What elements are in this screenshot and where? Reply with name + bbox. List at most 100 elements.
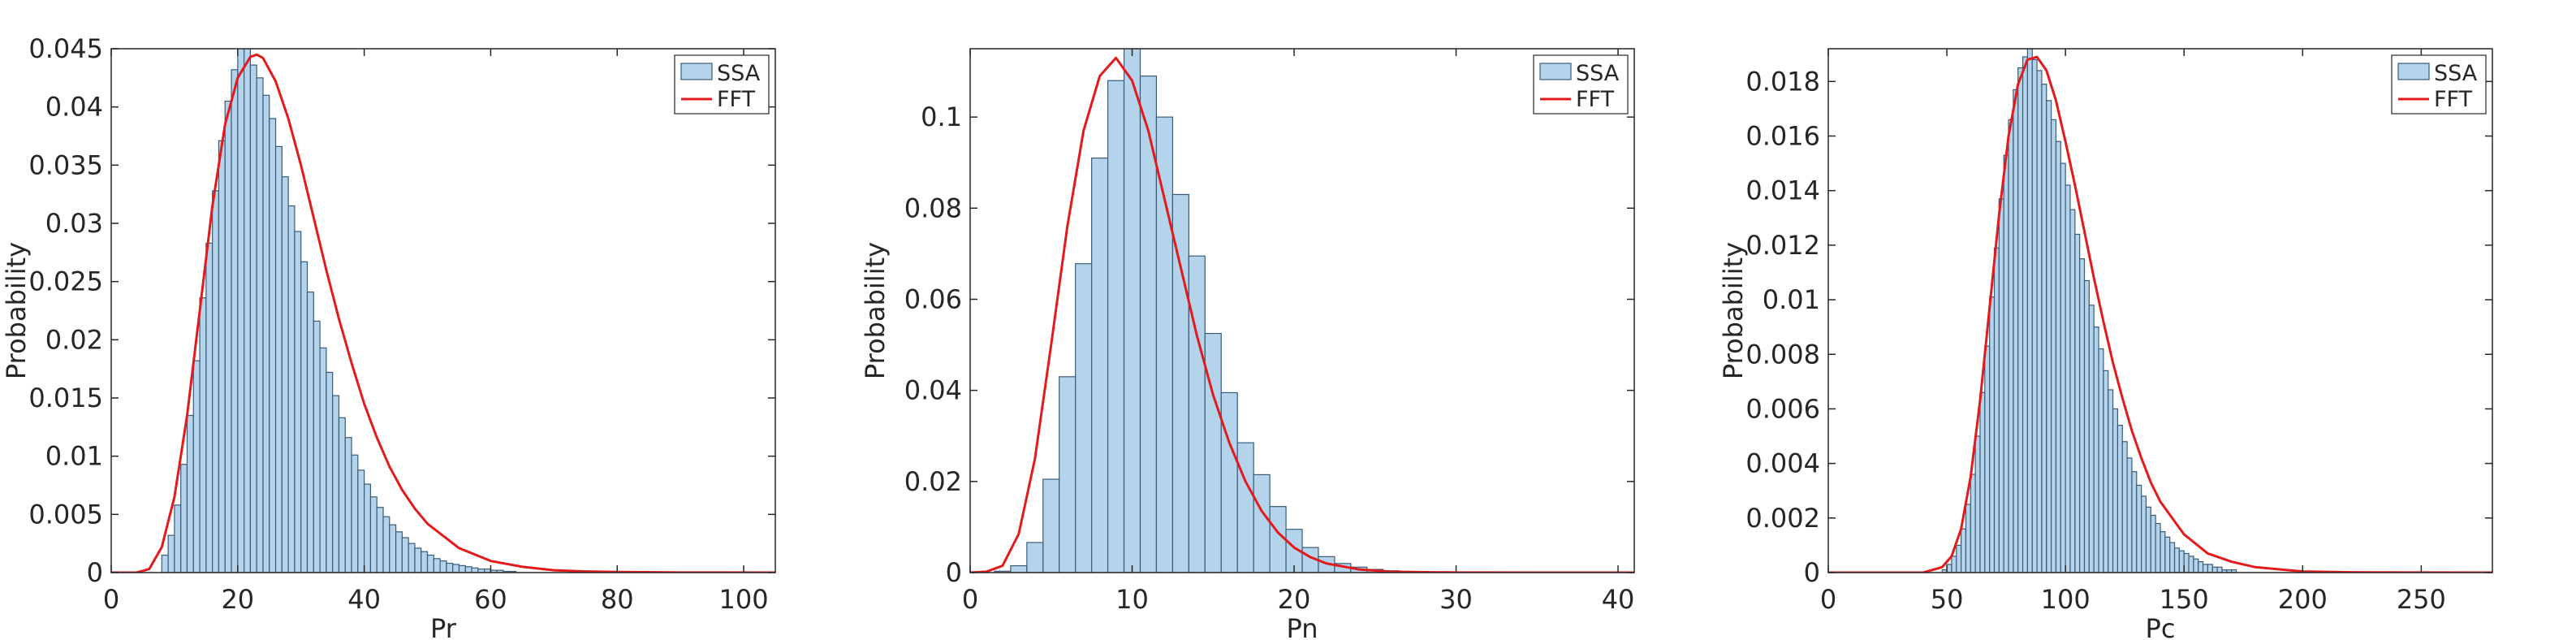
x-tick-label: 10 [1115,584,1149,615]
ssa-bar [1042,478,1060,573]
fft-curve [111,53,775,573]
ssa-bar [1204,332,1222,573]
ssa-bar [2169,542,2176,573]
ssa-bar [1236,442,1254,573]
ssa-bars [994,49,1433,573]
ssa-bar [180,464,188,573]
ssa-bar [2008,119,2014,573]
ssa-bar [439,560,447,573]
ssa-bar [369,496,378,573]
ssa-bar [2108,389,2114,573]
y-tick-label: 0.025 [28,266,103,297]
histogram-panel-pn: 0 10 20 30 40 0 0.02 0.04 0.06 0.08 0.1 Pn Probab… [860,48,1635,640]
axes-box [969,48,1635,573]
legend-label-fft: FFT [2434,87,2473,112]
y-tick-label: 0.01 [45,441,103,472]
ssa-bar [2198,560,2204,573]
y-tick-label: 0.002 [1745,503,1820,534]
ssa-bar [2003,154,2009,573]
ssa-bar [1107,80,1125,573]
ssa-bar [294,231,302,573]
ssa-bar [2193,558,2199,573]
ssa-bar [2231,569,2237,573]
ssa-bar [1026,542,1044,573]
legend: SSA FFT [1533,54,1629,115]
ssa-bar [212,190,220,573]
ssa-bar [2150,514,2156,573]
ssa-bar [2211,566,2218,573]
ssa-bar [1059,376,1077,573]
ssa-bar [2088,305,2095,573]
ssa-bar [1253,474,1271,573]
ssa-bar [2022,56,2028,573]
ssa-bar [167,534,175,573]
ssa-bar [2036,70,2043,573]
legend: SSA FFT [674,54,770,115]
ssa-bar [2031,58,2038,573]
ssa-bar [2069,209,2076,573]
ssa-bar [1956,544,1962,573]
ssa-bar [231,69,239,573]
ssa-bar [199,297,207,573]
y-tick-label: 0.02 [904,466,962,497]
ssa-bar [1993,247,2000,573]
x-tick-label: 60 [474,584,507,615]
ssa-bar [237,49,245,573]
ssa-bar [249,64,257,573]
axes-box [110,48,776,573]
ssa-bar [338,417,346,573]
legend-label-ssa: SSA [2434,61,2478,86]
ssa-bar [2055,141,2061,573]
ssa-bar [2065,184,2071,573]
y-tick-label: 0.1 [921,102,962,132]
y-axis-label: Probability [1,242,32,379]
ssa-bar [1961,528,1967,573]
ssa-bar [256,77,264,573]
x-ticks: 0 20 40 60 80 100 [103,49,769,615]
ssa-bar [2145,506,2151,573]
ssa-bar [319,347,327,573]
ssa-bar [2079,258,2086,573]
ssa-bar [1998,198,2004,573]
x-tick-label: 20 [1278,584,1311,615]
ssa-bar [224,100,232,573]
y-tick-label: 0.08 [904,192,962,223]
x-tick-label: 200 [2278,584,2328,615]
y-tick-label: 0.004 [1745,448,1820,479]
x-tick-label: 80 [601,584,634,615]
ssa-bar [2017,67,2024,573]
histogram-panel-pr: 0 20 40 60 80 100 0 0.005 0.01 0.015 0.02 0.025 0.0… [1,33,776,640]
ssa-bar [1171,193,1189,573]
x-tick-label: 100 [719,584,769,615]
y-tick-label: 0.04 [904,375,962,406]
y-tick-label: 0.015 [28,383,103,413]
ssa-bar [1220,391,1238,573]
ssa-bar [458,564,466,573]
y-tick-label: 0.04 [45,92,103,123]
ssa-bar [389,524,397,573]
ssa-bar [2141,495,2147,573]
ssa-bar [426,554,434,573]
x-tick-label: 0 [1820,584,1836,615]
ssa-bar [351,454,359,573]
ssa-bar [326,371,334,573]
fft-curve [1828,55,2492,573]
x-tick-label: 40 [347,584,381,615]
x-tick-label: 40 [1602,584,1635,615]
ssa-bar [192,360,201,573]
ssa-bar [471,567,479,573]
ssa-bar [269,118,277,573]
ssa-bar [2126,457,2133,573]
ssa-bars [161,49,517,573]
ssa-bar [218,140,226,573]
ssa-bar [1989,296,1996,573]
x-axis-label: Pr [430,613,457,640]
ssa-bar [452,564,460,573]
ssa-bar [2046,100,2052,573]
legend-label-ssa: SSA [717,61,761,86]
ssa-bar [2098,348,2104,573]
x-ticks: 0 50 100 150 200 250 [1820,49,2446,615]
ssa-bar [376,507,384,573]
legend-swatch-ssa [1539,63,1572,80]
